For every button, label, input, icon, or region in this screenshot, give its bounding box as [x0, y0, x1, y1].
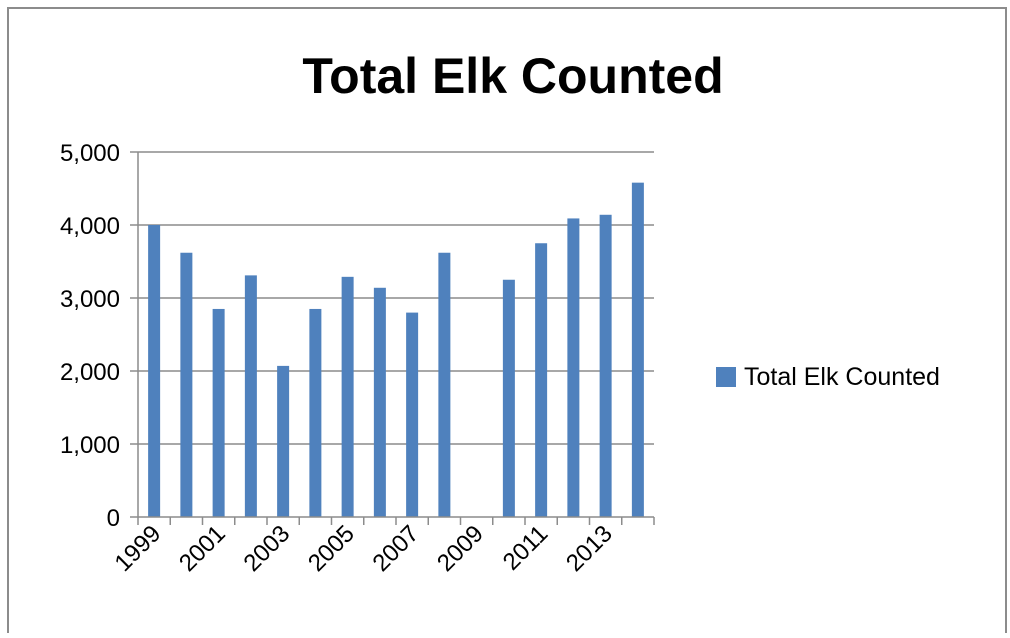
bar-2012: [567, 218, 580, 517]
y-tick-label: 1,000: [60, 432, 120, 459]
y-tick-label: 2,000: [60, 359, 120, 386]
bar-2014: [631, 182, 644, 517]
bar-2013: [599, 214, 612, 517]
bar-2010: [502, 279, 515, 517]
bar-2006: [373, 287, 386, 517]
bar-1999: [148, 225, 161, 517]
bar-2005: [341, 276, 354, 517]
bar-2008: [438, 252, 451, 518]
axes: [130, 151, 655, 525]
y-tick-labels: 0 1,000 2,000 3,000 4,000 5,000: [60, 140, 120, 532]
bars: [148, 182, 644, 518]
y-tick-label: 3,000: [60, 286, 120, 313]
y-tick-label: 5,000: [60, 140, 120, 167]
legend: Total Elk Counted: [716, 363, 940, 391]
bar-2004: [309, 308, 322, 517]
bar-2001: [212, 308, 225, 517]
bar-2003: [277, 365, 290, 517]
y-tick-label: 4,000: [60, 213, 120, 240]
legend-label: Total Elk Counted: [744, 363, 940, 391]
y-tick-label: 0: [107, 505, 120, 532]
bar-2000: [180, 252, 193, 518]
chart-title: Total Elk Counted: [302, 48, 723, 104]
bar-2011: [535, 243, 548, 517]
bar-2007: [406, 312, 419, 517]
bar-2002: [244, 275, 257, 517]
legend-swatch: [716, 367, 736, 387]
